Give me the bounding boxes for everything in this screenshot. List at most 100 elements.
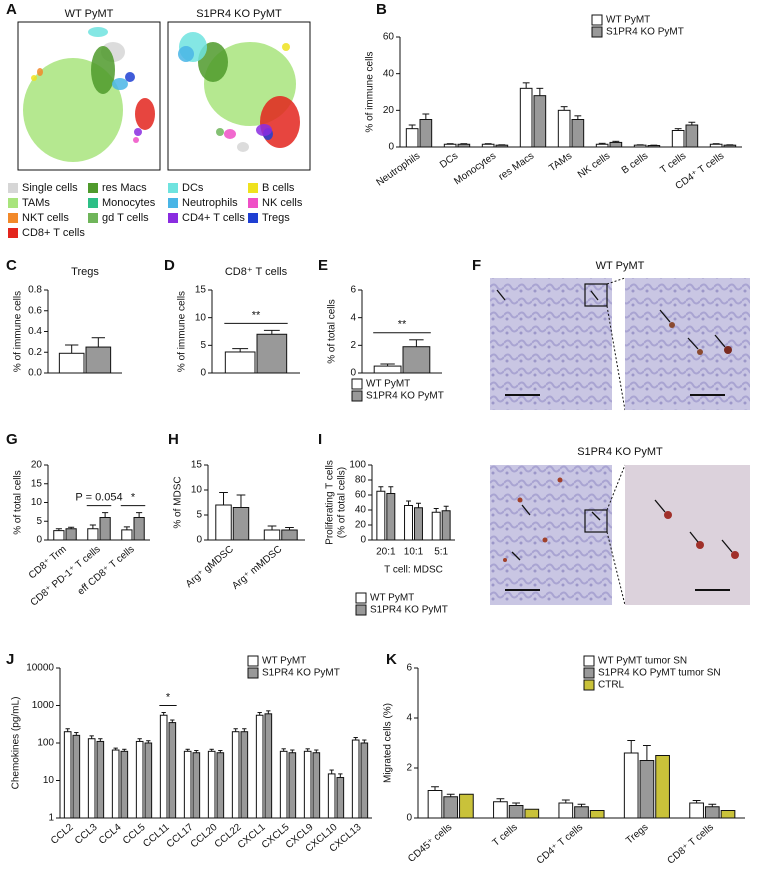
y-tick-label: 15 <box>31 478 43 489</box>
tsne-cluster <box>282 43 290 51</box>
legend-label: res Macs <box>102 182 147 194</box>
stain <box>724 346 732 354</box>
legend-swatch <box>248 198 258 208</box>
x-axis-label: T cell: MDSC <box>384 565 443 576</box>
bar <box>133 517 145 541</box>
micrograph-title: S1PR4 KO PyMT <box>577 446 663 458</box>
y-tick-label: 10 <box>195 312 207 323</box>
x-tick-label: TAMs <box>547 151 574 175</box>
tsne-cluster <box>31 75 37 81</box>
bar <box>96 740 105 819</box>
bar <box>443 796 459 819</box>
x-tick-label: Neutrophils <box>374 151 422 189</box>
bar <box>240 731 249 819</box>
inset-line <box>606 531 626 606</box>
bar <box>63 731 72 819</box>
y-tick-label: 0 <box>406 813 412 824</box>
x-tick-label: CCL2 <box>49 822 76 847</box>
micrograph-group <box>490 277 750 411</box>
y-tick-label: 80 <box>355 475 367 486</box>
bar <box>288 752 297 819</box>
tsne-cluster <box>112 78 128 90</box>
bar <box>168 722 177 819</box>
bar <box>327 773 336 819</box>
tsne-cluster <box>133 137 139 143</box>
y-tick-label: 0 <box>360 535 366 546</box>
legend-swatch <box>8 183 18 193</box>
micrograph-zoom <box>625 278 750 410</box>
stain <box>697 349 703 355</box>
y-tick-label: 4 <box>406 713 412 724</box>
bar <box>441 510 451 541</box>
panel-label: B <box>376 1 387 18</box>
bar <box>215 504 232 541</box>
legend-label: Monocytes <box>102 197 156 209</box>
bar <box>405 128 419 148</box>
legend-swatch <box>583 667 595 679</box>
y-tick-label: 6 <box>350 285 356 296</box>
bar <box>207 750 216 819</box>
micrograph-group <box>490 464 750 606</box>
tsne-cluster <box>37 68 43 76</box>
panel-label: E <box>318 257 328 274</box>
tsne-cluster <box>216 128 224 136</box>
x-tick-label: 10:1 <box>404 547 424 558</box>
x-tick-label: Tregs <box>624 822 650 847</box>
bar <box>431 511 441 541</box>
legend-swatch <box>583 679 595 691</box>
legend-label: TAMs <box>22 197 50 209</box>
bar <box>443 143 457 148</box>
y-tick-label: 100 <box>37 738 54 749</box>
y-axis-label: Chemokines (pg/mL) <box>11 697 22 790</box>
annotation: ** <box>252 309 261 321</box>
legend-label: S1PR4 KO PyMT <box>370 605 448 616</box>
y-tick-label: 10000 <box>26 663 54 674</box>
bar <box>495 144 509 148</box>
y-tick-label: 100 <box>349 460 366 471</box>
legend-label: WT PyMT <box>262 656 306 667</box>
legend-swatch <box>248 183 258 193</box>
y-axis-label: % of immune cells <box>13 291 24 372</box>
bar <box>633 144 647 148</box>
x-tick-label: NK cells <box>576 151 612 181</box>
y-tick-label: 10 <box>43 775 55 786</box>
legend-swatch <box>168 198 178 208</box>
bar <box>524 808 540 819</box>
legend-swatch <box>88 198 98 208</box>
bar <box>65 528 77 541</box>
micrograph <box>490 465 612 605</box>
bar <box>595 143 609 148</box>
bar <box>386 493 396 541</box>
bar <box>373 365 402 374</box>
y-tick-label: 1000 <box>32 700 55 711</box>
y-axis-label: % of total cells <box>13 470 24 534</box>
bar <box>264 713 273 819</box>
legend-label: DCs <box>182 182 204 194</box>
bar <box>723 144 737 148</box>
x-tick-label: Arg⁺ gMDSC <box>184 544 236 590</box>
annotation: ** <box>398 319 407 331</box>
legend-swatch <box>168 213 178 223</box>
bar <box>232 507 250 541</box>
bar <box>53 530 65 541</box>
legend-label: NK cells <box>262 197 303 209</box>
bar <box>216 752 225 819</box>
y-tick-label: 40 <box>383 68 395 79</box>
bar <box>281 529 298 541</box>
bar <box>519 87 533 148</box>
bar <box>360 742 369 819</box>
bar <box>120 750 129 819</box>
bar <box>87 528 99 541</box>
bar <box>351 739 360 819</box>
bar <box>111 749 120 819</box>
legend-label: S1PR4 KO PyMT <box>366 391 444 402</box>
panel-label: D <box>164 257 175 274</box>
legend-label: Tregs <box>262 212 290 224</box>
legend-swatch <box>247 655 259 667</box>
panel-label: G <box>6 431 18 448</box>
bar <box>376 490 386 541</box>
x-tick-label: DCs <box>438 151 460 171</box>
legend-label: gd T cells <box>102 212 149 224</box>
annotation: P = 0.054 <box>75 492 122 504</box>
bar <box>224 351 256 374</box>
